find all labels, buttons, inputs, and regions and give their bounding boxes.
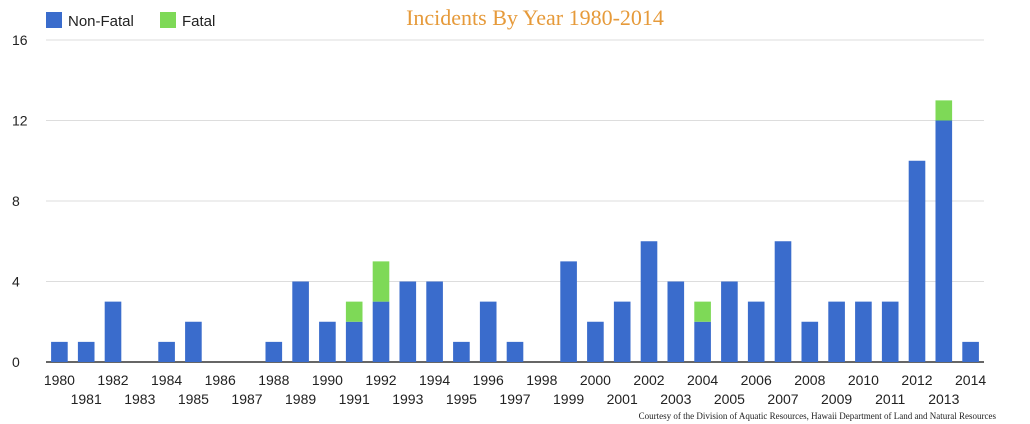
chart-title: Incidents By Year 1980-2014 xyxy=(406,5,664,30)
x-tick-label: 1999 xyxy=(553,391,584,407)
x-tick-label: 1996 xyxy=(473,372,504,388)
legend-swatch-fatal xyxy=(160,12,176,28)
x-tick-label: 1984 xyxy=(151,372,182,388)
bar-non-fatal-1989 xyxy=(292,281,309,362)
x-tick-label: 1994 xyxy=(419,372,450,388)
x-axis-ticks: 1980 1981 1982 1983 1984 1985 1986 1987 1988 1989… xyxy=(44,372,987,407)
x-tick-label: 1986 xyxy=(205,372,236,388)
x-tick-label: 1992 xyxy=(365,372,396,388)
bar-non-fatal-2011 xyxy=(881,301,899,362)
bar-non-fatal-1988 xyxy=(265,341,283,362)
bar-non-fatal-2013 xyxy=(935,120,953,362)
x-tick-label: 1993 xyxy=(392,391,423,407)
x-tick-label: 1988 xyxy=(258,372,289,388)
bar-fatal-1992 xyxy=(372,261,390,302)
bar-non-fatal-1997 xyxy=(506,341,524,362)
bar-non-fatal-1992 xyxy=(372,301,390,362)
bar-non-fatal-1995 xyxy=(453,341,470,362)
x-tick-label: 2012 xyxy=(901,372,932,388)
x-tick-label: 2010 xyxy=(848,372,879,388)
x-tick-label: 2004 xyxy=(687,372,718,388)
bar-non-fatal-1994 xyxy=(426,281,443,362)
bar-non-fatal-2004 xyxy=(694,321,711,362)
chart-credit: Courtesy of the Division of Aquatic Reso… xyxy=(639,411,997,421)
bar-non-fatal-1980 xyxy=(51,341,68,362)
x-tick-label: 1991 xyxy=(339,391,370,407)
bar-non-fatal-2005 xyxy=(721,281,738,362)
bar-non-fatal-2006 xyxy=(747,301,765,362)
bar-non-fatal-1996 xyxy=(479,301,497,362)
y-tick-label: 0 xyxy=(12,354,20,370)
y-axis-ticks: 0 4 8 12 16 xyxy=(12,32,28,370)
x-tick-label: 2011 xyxy=(875,391,905,407)
x-tick-label: 2000 xyxy=(580,372,611,388)
x-tick-label: 1983 xyxy=(124,391,155,407)
bar-non-fatal-1981 xyxy=(77,341,95,362)
legend-label-fatal: Fatal xyxy=(182,13,215,30)
x-tick-label: 1990 xyxy=(312,372,343,388)
bar-non-fatal-2014 xyxy=(962,341,979,362)
x-tick-label: 2009 xyxy=(821,391,852,407)
bars xyxy=(51,100,979,362)
y-tick-label: 16 xyxy=(12,32,28,48)
bar-non-fatal-1991 xyxy=(345,321,363,362)
bar-non-fatal-2003 xyxy=(667,281,685,362)
bar-fatal-2004 xyxy=(694,301,711,322)
x-tick-label: 1998 xyxy=(526,372,557,388)
x-tick-label: 2006 xyxy=(741,372,772,388)
bar-non-fatal-2001 xyxy=(613,301,631,362)
legend-swatch-non-fatal xyxy=(46,12,62,28)
bar-non-fatal-2012 xyxy=(908,160,926,362)
x-tick-label: 1980 xyxy=(44,372,75,388)
x-tick-label: 2007 xyxy=(767,391,798,407)
bar-non-fatal-1993 xyxy=(399,281,417,362)
x-tick-label: 2005 xyxy=(714,391,745,407)
x-tick-label: 1982 xyxy=(97,372,128,388)
x-tick-label: 2008 xyxy=(794,372,825,388)
x-tick-label: 1997 xyxy=(499,391,530,407)
x-tick-label: 1995 xyxy=(446,391,477,407)
x-tick-label: 1987 xyxy=(231,391,262,407)
bar-fatal-1991 xyxy=(345,301,363,322)
x-tick-label: 2003 xyxy=(660,391,691,407)
x-tick-label: 1985 xyxy=(178,391,209,407)
x-tick-label: 2001 xyxy=(607,391,638,407)
x-tick-label: 1981 xyxy=(71,391,102,407)
bar-non-fatal-2008 xyxy=(801,321,819,362)
y-tick-label: 12 xyxy=(12,113,28,129)
legend-label-non-fatal: Non-Fatal xyxy=(68,13,134,30)
legend: Non-Fatal Fatal xyxy=(46,12,215,30)
bar-non-fatal-1990 xyxy=(319,321,336,362)
bar-non-fatal-2000 xyxy=(587,321,604,362)
bar-non-fatal-2002 xyxy=(640,241,658,362)
bar-non-fatal-2007 xyxy=(774,241,792,362)
bar-non-fatal-2009 xyxy=(828,301,845,362)
bar-non-fatal-1999 xyxy=(560,261,577,362)
bar-non-fatal-1985 xyxy=(185,321,202,362)
x-tick-label: 2002 xyxy=(633,372,664,388)
x-tick-label: 2013 xyxy=(928,391,959,407)
x-tick-label: 2014 xyxy=(955,372,986,388)
bar-fatal-2013 xyxy=(935,100,953,121)
bar-non-fatal-2010 xyxy=(855,301,872,362)
bar-non-fatal-1982 xyxy=(104,301,122,362)
bar-non-fatal-1984 xyxy=(158,341,175,362)
y-tick-label: 8 xyxy=(12,193,20,209)
x-tick-label: 1989 xyxy=(285,391,316,407)
y-tick-label: 4 xyxy=(12,274,20,290)
